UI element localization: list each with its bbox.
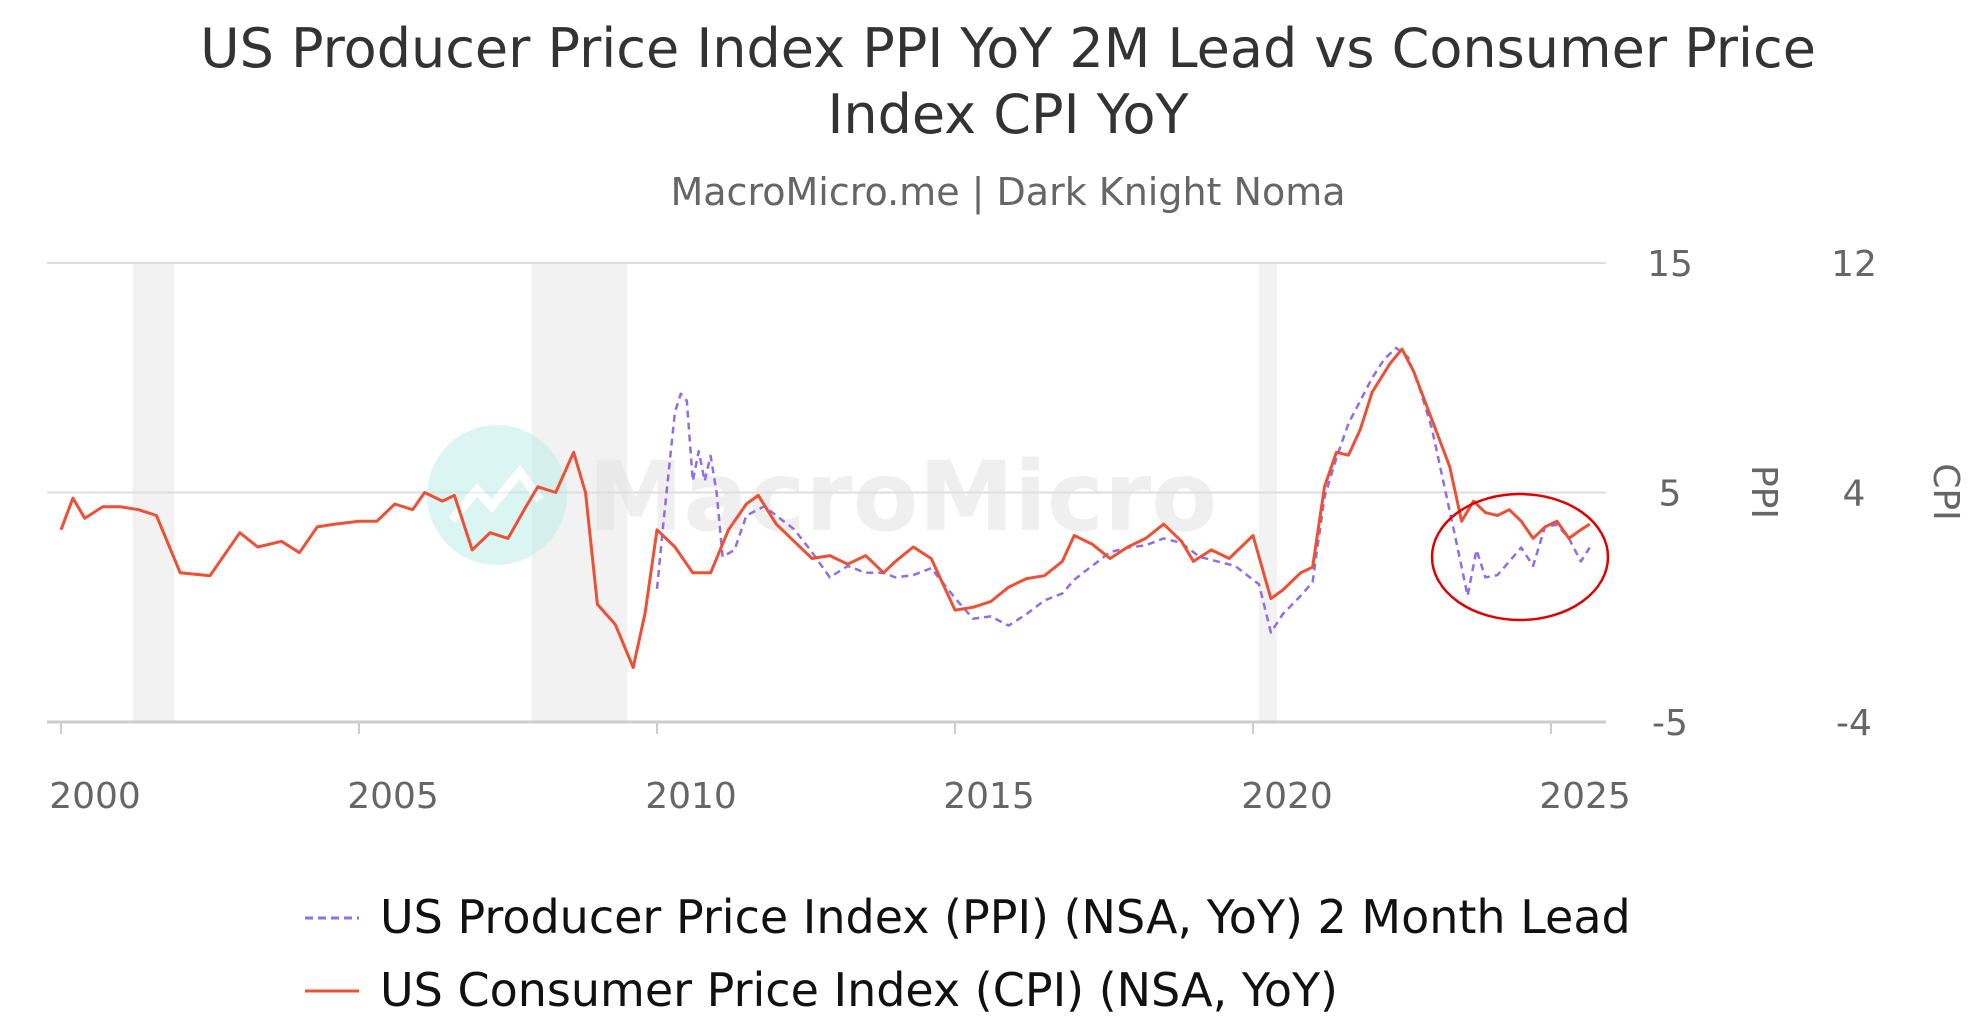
- series-line-cpi: [59, 347, 1591, 669]
- y-left-tick-label: 5: [1659, 474, 1682, 515]
- series-lines: [59, 346, 1591, 669]
- x-axis-ticks: 2000 2005 2010 2015 2020 2025: [49, 722, 1631, 817]
- chart-title-line1: US Producer Price Index PPI YoY 2M Lead …: [200, 17, 1816, 80]
- legend-item-cpi[interactable]: US Consumer Price Index (CPI) (NSA, YoY): [305, 963, 1338, 1017]
- y-right-tick-label: 12: [1831, 244, 1877, 285]
- series-line-ppi: [655, 346, 1591, 634]
- x-tick-label: 2010: [645, 776, 737, 817]
- legend: US Producer Price Index (PPI) (NSA, YoY)…: [305, 890, 1631, 1017]
- x-tick-label: 2025: [1539, 776, 1631, 817]
- y-right-tick-label: 4: [1843, 474, 1866, 515]
- x-tick-label: 2020: [1241, 776, 1333, 817]
- y-axis-right-title: CPI: [1925, 463, 1966, 520]
- watermark: MacroMicro: [427, 425, 1217, 565]
- legend-label-cpi: US Consumer Price Index (CPI) (NSA, YoY): [380, 963, 1338, 1017]
- legend-label-ppi: US Producer Price Index (PPI) (NSA, YoY)…: [380, 890, 1631, 944]
- y-axis-left-title: PPI: [1743, 465, 1784, 519]
- y-axis-left-ticks: 15 5 -5: [1647, 244, 1693, 744]
- y-axis-right-ticks: 12 4 -4: [1831, 244, 1877, 744]
- chart-title-line2: Index CPI YoY: [827, 83, 1189, 146]
- legend-item-ppi[interactable]: US Producer Price Index (PPI) (NSA, YoY)…: [305, 890, 1631, 944]
- x-axis: 2000 2005 2010 2015 2020 2025: [47, 720, 1631, 817]
- x-tick-label: 2005: [347, 776, 439, 817]
- y-left-tick-label: -5: [1652, 703, 1688, 744]
- x-tick-label: 2000: [49, 776, 141, 817]
- y-right-tick-label: -4: [1836, 703, 1872, 744]
- y-left-tick-label: 15: [1647, 244, 1693, 285]
- chart-subtitle: MacroMicro.me | Dark Knight Noma: [670, 170, 1345, 215]
- x-tick-label: 2015: [943, 776, 1035, 817]
- watermark-text: MacroMicro: [588, 441, 1217, 553]
- annotation-ellipse: [1430, 492, 1610, 622]
- gridlines: [47, 262, 1606, 494]
- watermark-logo-mountains: [448, 464, 544, 523]
